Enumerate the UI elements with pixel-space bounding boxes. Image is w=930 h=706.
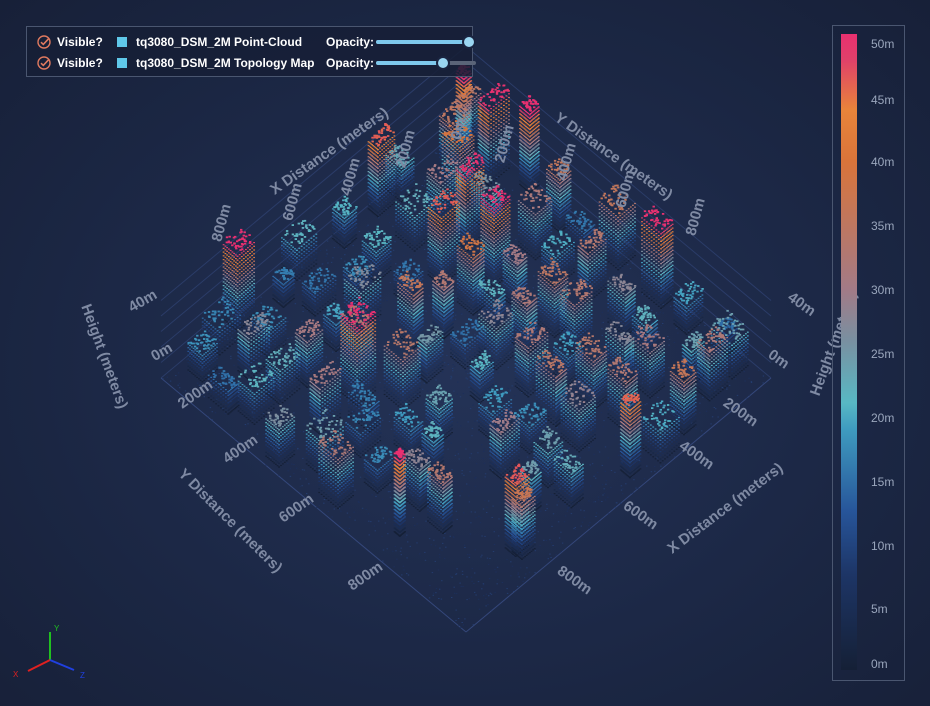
x-axis-title: X Distance (meters)	[267, 104, 391, 198]
legend-row-topology-map: Visible? tq3080_DSM_2M Topology Map Opac…	[37, 53, 476, 73]
legend-panel: Visible? tq3080_DSM_2M Point-Cloud Opaci…	[26, 26, 473, 77]
y-axis-tick-label: 400m	[553, 141, 579, 182]
slider-knob[interactable]	[438, 58, 448, 68]
triad-y-label: Y	[54, 624, 60, 633]
color-scale-tick: 50m	[871, 37, 894, 51]
x-axis-tick-label: 200m	[720, 394, 761, 430]
opacity-label: Opacity:	[326, 35, 376, 49]
color-scale-tick: 5m	[871, 602, 888, 616]
layer-name: tq3080_DSM_2M Point-Cloud	[136, 35, 326, 49]
triad-z-label: Z	[80, 671, 85, 680]
color-scale-bar	[841, 34, 857, 670]
color-scale-tick: 25m	[871, 347, 894, 361]
x-axis-tick-label: 600m	[620, 497, 661, 533]
x-axis-tick-label: 200m	[392, 128, 418, 169]
layer-color-swatch	[117, 37, 127, 47]
y-axis-title: Y Distance (meters)	[175, 465, 286, 576]
color-scale-tick: 0m	[871, 657, 888, 671]
x-axis-title: X Distance (meters)	[664, 459, 786, 557]
z-axis-title: Height (meters)	[77, 302, 131, 411]
x-axis-tick-label: 400m	[337, 156, 363, 197]
x-axis-tick-label: 400m	[676, 437, 717, 473]
color-scale-tick: 40m	[871, 155, 894, 169]
checkbox-check-icon[interactable]	[37, 35, 51, 49]
checkbox-check-icon[interactable]	[37, 56, 51, 70]
z-axis-tick-label: 0m	[148, 339, 175, 365]
opacity-slider[interactable]	[376, 58, 476, 68]
axis-triad-icon: Y X Z	[10, 620, 90, 685]
slider-knob[interactable]	[464, 37, 474, 47]
z-axis-tick-label: 0m	[765, 346, 793, 372]
triad-x-label: X	[13, 670, 19, 679]
y-axis-tick-label: 600m	[276, 490, 317, 526]
color-scale-legend: 50m 45m 40m 35m 30m 25m 20m 15m 10m 5m 0…	[832, 25, 905, 681]
visible-label: Visible?	[57, 56, 111, 70]
color-scale-tick: 45m	[871, 93, 894, 107]
y-axis-tick-label: 400m	[220, 431, 261, 467]
layer-name: tq3080_DSM_2M Topology Map	[136, 56, 326, 70]
y-axis-tick-label: 800m	[682, 196, 708, 237]
color-scale-tick: 35m	[871, 219, 894, 233]
y-axis-tick-label: 800m	[345, 558, 386, 594]
color-scale-tick: 30m	[871, 283, 894, 297]
color-scale-tick: 20m	[871, 411, 894, 425]
z-axis-tick-label: 40m	[125, 286, 160, 316]
color-scale-tick: 10m	[871, 539, 894, 553]
x-axis-tick-label: 800m	[554, 562, 595, 598]
z-axis-tick-label: 40m	[784, 289, 818, 320]
y-axis-tick-label: 200m	[491, 123, 517, 164]
legend-row-point-cloud: Visible? tq3080_DSM_2M Point-Cloud Opaci…	[37, 32, 476, 52]
opacity-slider[interactable]	[376, 37, 476, 47]
color-scale-tick: 15m	[871, 475, 894, 489]
visible-label: Visible?	[57, 35, 111, 49]
layer-color-swatch	[117, 58, 127, 68]
opacity-label: Opacity:	[326, 56, 376, 70]
